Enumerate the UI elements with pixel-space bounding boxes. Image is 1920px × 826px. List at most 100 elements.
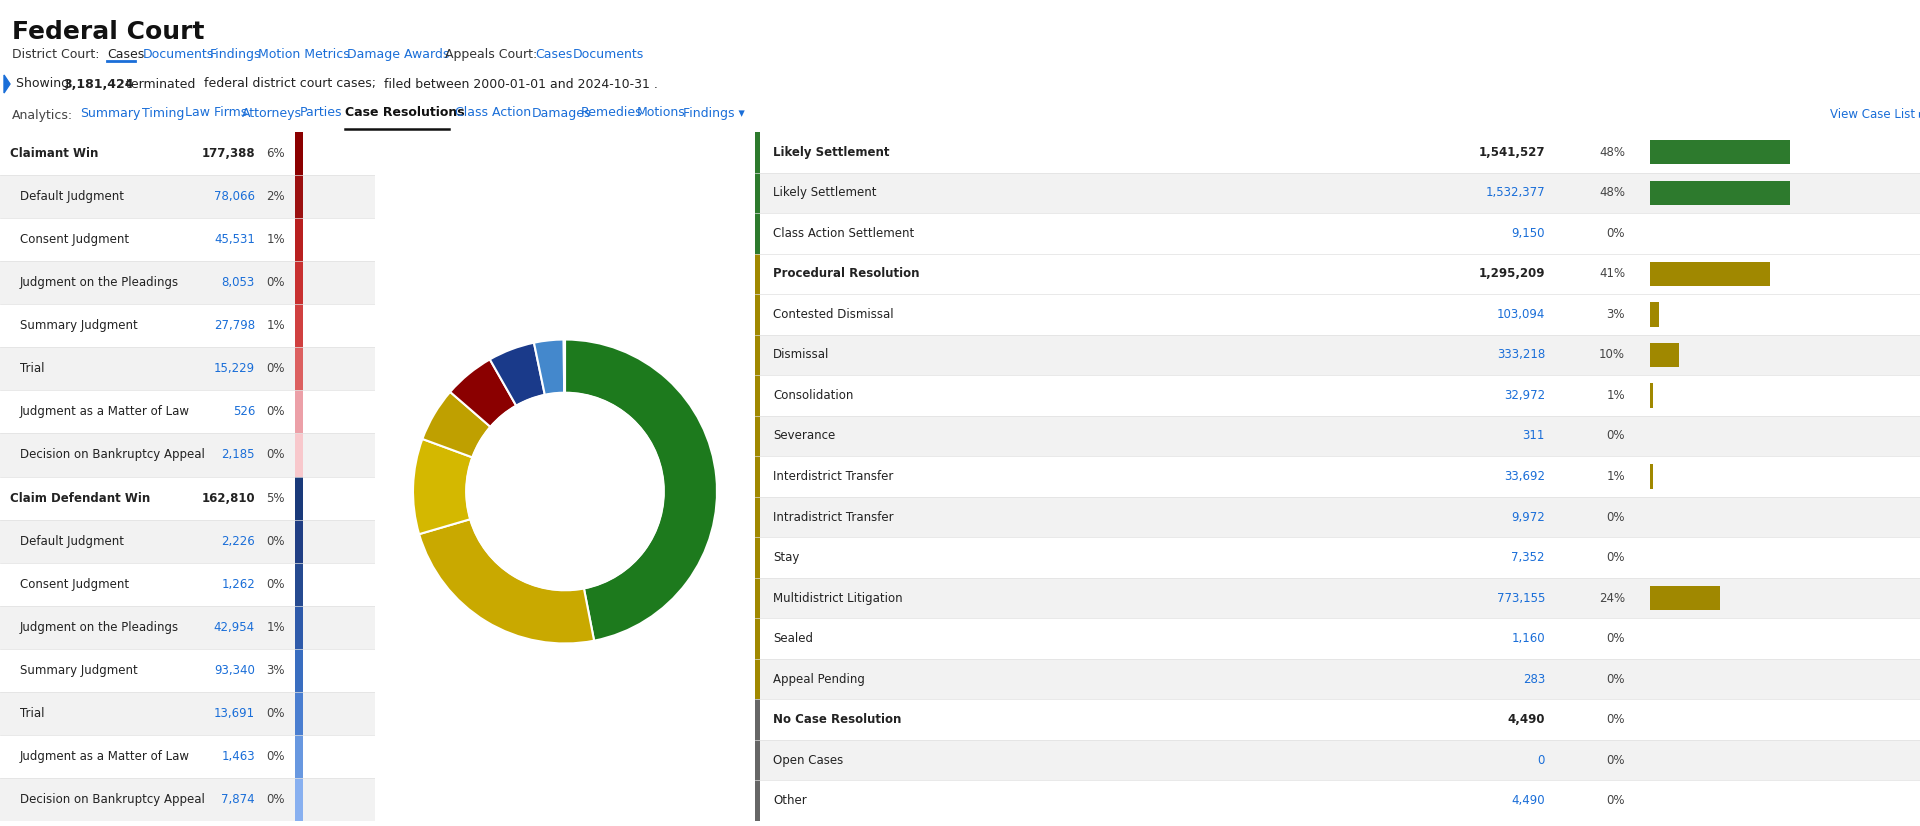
Text: 5%: 5% — [267, 491, 284, 505]
Bar — [755, 496, 1920, 537]
Text: 6%: 6% — [267, 147, 284, 160]
Text: Documents: Documents — [572, 48, 645, 61]
Bar — [0, 434, 374, 477]
Text: 0%: 0% — [267, 406, 284, 419]
Bar — [1649, 302, 1659, 326]
Bar — [755, 213, 760, 254]
Bar — [1649, 464, 1653, 489]
Text: 1,463: 1,463 — [221, 750, 255, 763]
Text: Consolidation: Consolidation — [774, 389, 852, 402]
Text: 0: 0 — [1538, 753, 1546, 767]
Text: Law Firms: Law Firms — [184, 107, 248, 120]
Bar — [755, 213, 1920, 254]
Text: Findings ▾: Findings ▾ — [684, 107, 745, 120]
Text: 103,094: 103,094 — [1496, 308, 1546, 320]
Text: Case Resolutions: Case Resolutions — [346, 107, 465, 120]
Text: 93,340: 93,340 — [215, 664, 255, 676]
Bar — [755, 659, 760, 700]
Text: Multidistrict Litigation: Multidistrict Litigation — [774, 591, 902, 605]
Text: 0%: 0% — [267, 363, 284, 375]
Bar — [0, 778, 374, 821]
Text: 1%: 1% — [1607, 389, 1624, 402]
Text: 162,810: 162,810 — [202, 491, 255, 505]
Text: 311: 311 — [1523, 430, 1546, 443]
Text: Class Action: Class Action — [455, 107, 532, 120]
Text: 2,185: 2,185 — [221, 449, 255, 462]
Bar — [755, 294, 1920, 335]
Wedge shape — [449, 359, 516, 427]
Text: Class Action Settlement: Class Action Settlement — [774, 227, 914, 240]
Text: No Case Resolution: No Case Resolution — [774, 713, 900, 726]
Text: Attorneys: Attorneys — [242, 107, 301, 120]
Bar — [296, 391, 303, 434]
Text: Motion Metrics: Motion Metrics — [257, 48, 349, 61]
Text: federal district court cases;: federal district court cases; — [200, 78, 376, 91]
Bar — [755, 659, 1920, 700]
Text: Dismissal: Dismissal — [774, 349, 829, 362]
Wedge shape — [413, 439, 472, 534]
Bar — [1649, 181, 1789, 205]
Text: 526: 526 — [232, 406, 255, 419]
Bar — [296, 735, 303, 778]
Text: 0%: 0% — [267, 707, 284, 719]
Bar — [296, 132, 303, 175]
Text: 4,490: 4,490 — [1511, 795, 1546, 807]
Text: 78,066: 78,066 — [213, 190, 255, 203]
Bar — [755, 254, 760, 294]
Text: 3%: 3% — [1607, 308, 1624, 320]
Bar — [755, 254, 1920, 294]
Bar — [296, 520, 303, 563]
Bar — [296, 778, 303, 821]
Bar — [0, 391, 374, 434]
Text: 0%: 0% — [1607, 753, 1624, 767]
Circle shape — [467, 392, 664, 591]
Text: 13,691: 13,691 — [213, 707, 255, 719]
Bar — [755, 173, 1920, 213]
Text: Likely Settlement: Likely Settlement — [774, 187, 877, 199]
Text: 177,388: 177,388 — [202, 147, 255, 160]
Text: Claim Defendant Win: Claim Defendant Win — [10, 491, 150, 505]
Bar — [0, 347, 374, 391]
Bar — [0, 605, 374, 648]
Text: 773,155: 773,155 — [1496, 591, 1546, 605]
Bar — [296, 477, 303, 520]
Text: 45,531: 45,531 — [215, 233, 255, 246]
Bar — [1649, 343, 1680, 367]
Bar — [0, 735, 374, 778]
Wedge shape — [422, 392, 490, 458]
Bar — [755, 415, 760, 456]
Text: 0%: 0% — [1607, 227, 1624, 240]
Text: 0%: 0% — [267, 276, 284, 289]
Text: Federal Court: Federal Court — [12, 20, 205, 44]
Bar — [755, 578, 760, 619]
Bar — [296, 304, 303, 347]
Text: 333,218: 333,218 — [1498, 349, 1546, 362]
Text: 0%: 0% — [267, 577, 284, 591]
Text: Appeal Pending: Appeal Pending — [774, 672, 864, 686]
Text: Cases: Cases — [536, 48, 572, 61]
Bar — [755, 173, 760, 213]
Text: 1,541,527: 1,541,527 — [1478, 145, 1546, 159]
Text: Parties: Parties — [300, 107, 342, 120]
Text: Appeals Court:: Appeals Court: — [445, 48, 538, 61]
Text: Open Cases: Open Cases — [774, 753, 843, 767]
Bar — [0, 304, 374, 347]
Bar — [1649, 383, 1653, 407]
Text: Procedural Resolution: Procedural Resolution — [774, 268, 920, 280]
Text: 10%: 10% — [1599, 349, 1624, 362]
Bar — [1649, 586, 1720, 610]
Text: 0%: 0% — [267, 750, 284, 763]
Text: 0%: 0% — [1607, 713, 1624, 726]
Bar — [0, 261, 374, 304]
Text: Consent Judgment: Consent Judgment — [19, 233, 129, 246]
Text: 2%: 2% — [267, 190, 284, 203]
Bar — [0, 692, 374, 735]
Text: 1,532,377: 1,532,377 — [1486, 187, 1546, 199]
Bar — [755, 375, 1920, 415]
Text: View Case List ►: View Case List ► — [1830, 108, 1920, 121]
Bar — [296, 648, 303, 692]
Bar — [755, 781, 1920, 821]
Bar — [1649, 140, 1789, 164]
Text: District Court:: District Court: — [12, 48, 100, 61]
Text: Remedies: Remedies — [582, 107, 643, 120]
